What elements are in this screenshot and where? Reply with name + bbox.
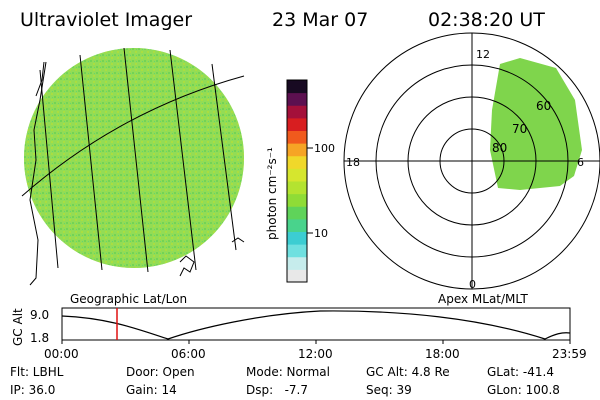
colorbar-swatch bbox=[287, 231, 307, 245]
colorbar-swatch bbox=[287, 155, 307, 169]
time: 02:38:20 UT bbox=[428, 9, 545, 31]
colorbar: 100 10 photon cm⁻²s⁻¹ bbox=[265, 79, 335, 283]
alt-tick-9: 9.0 bbox=[30, 308, 49, 322]
colorbar-swatch bbox=[287, 181, 307, 195]
altitude-curve bbox=[61, 310, 571, 340]
time-tick-1200: 12:00 bbox=[298, 347, 333, 361]
apex-polar-plot: 12 18 6 0 60 70 80 Apex MLat/MLT bbox=[343, 32, 600, 306]
colorbar-swatch bbox=[287, 206, 307, 220]
coastline bbox=[29, 61, 245, 286]
status-ip: IP: 36.0 bbox=[10, 383, 55, 397]
geographic-caption: Geographic Lat/Lon bbox=[70, 292, 187, 306]
alt-ylabel: GC Alt bbox=[11, 308, 25, 346]
time-tick-2359: 23:59 bbox=[552, 347, 587, 361]
status-glon: GLon: 100.8 bbox=[487, 383, 560, 397]
altitude-timeline: 9.0 1.8 GC Alt 00:00 06:00 12:00 18:00 2… bbox=[11, 307, 587, 361]
colorbar-scale bbox=[287, 80, 307, 283]
status-gc-alt: GC Alt: 4.8 Re bbox=[366, 365, 450, 379]
colorbar-swatch bbox=[287, 105, 307, 119]
mlt-label-0: 0 bbox=[469, 278, 476, 291]
polar-grid bbox=[343, 32, 600, 290]
mlat-label-60: 60 bbox=[536, 99, 551, 113]
status-seq: Seq: 39 bbox=[366, 383, 412, 397]
disk-texture bbox=[24, 48, 244, 268]
geographic-image-panel: Geographic Lat/Lon bbox=[21, 47, 245, 306]
mlt-label-6: 6 bbox=[577, 156, 584, 169]
time-tick-1800: 18:00 bbox=[425, 347, 460, 361]
colorbar-tick-100: 100 bbox=[314, 142, 335, 155]
time-tick-0600: 06:00 bbox=[171, 347, 206, 361]
aurora-oval-image bbox=[490, 58, 582, 190]
mlat-label-80: 80 bbox=[492, 141, 507, 155]
status-dsp: Dsp: -7.7 bbox=[246, 383, 308, 397]
date: 23 Mar 07 bbox=[272, 9, 368, 31]
colorbar-swatch bbox=[287, 244, 307, 258]
colorbar-swatch bbox=[287, 143, 307, 157]
colorbar-swatch bbox=[287, 168, 307, 182]
colorbar-tick-10: 10 bbox=[314, 227, 328, 240]
colorbar-unit-label: photon cm⁻²s⁻¹ bbox=[265, 147, 279, 240]
mlt-label-18: 18 bbox=[346, 156, 360, 169]
alt-tick-1-8: 1.8 bbox=[30, 331, 49, 345]
mlt-label-12: 12 bbox=[476, 48, 490, 61]
status-glat: GLat: -41.4 bbox=[487, 365, 554, 379]
status-flt: Flt: LBHL bbox=[10, 365, 64, 379]
apex-caption: Apex MLat/MLT bbox=[438, 292, 528, 306]
colorbar-swatch bbox=[287, 92, 307, 106]
colorbar-swatch bbox=[287, 117, 307, 131]
lat-lon-grid bbox=[21, 47, 245, 273]
status-door: Door: Open bbox=[126, 365, 195, 379]
colorbar-swatch bbox=[287, 80, 307, 94]
status-gain: Gain: 14 bbox=[126, 383, 177, 397]
colorbar-swatch bbox=[287, 269, 307, 283]
time-tick-0000: 00:00 bbox=[44, 347, 79, 361]
colorbar-swatch bbox=[287, 193, 307, 207]
colorbar-swatch bbox=[287, 256, 307, 270]
status-readout: Flt: LBHL Door: Open Mode: Normal GC Alt… bbox=[10, 365, 560, 397]
status-mode: Mode: Normal bbox=[246, 365, 330, 379]
colorbar-swatch bbox=[287, 130, 307, 144]
title: Ultraviolet Imager bbox=[20, 9, 192, 31]
colorbar-swatch bbox=[287, 218, 307, 232]
mlat-label-70: 70 bbox=[512, 122, 527, 136]
